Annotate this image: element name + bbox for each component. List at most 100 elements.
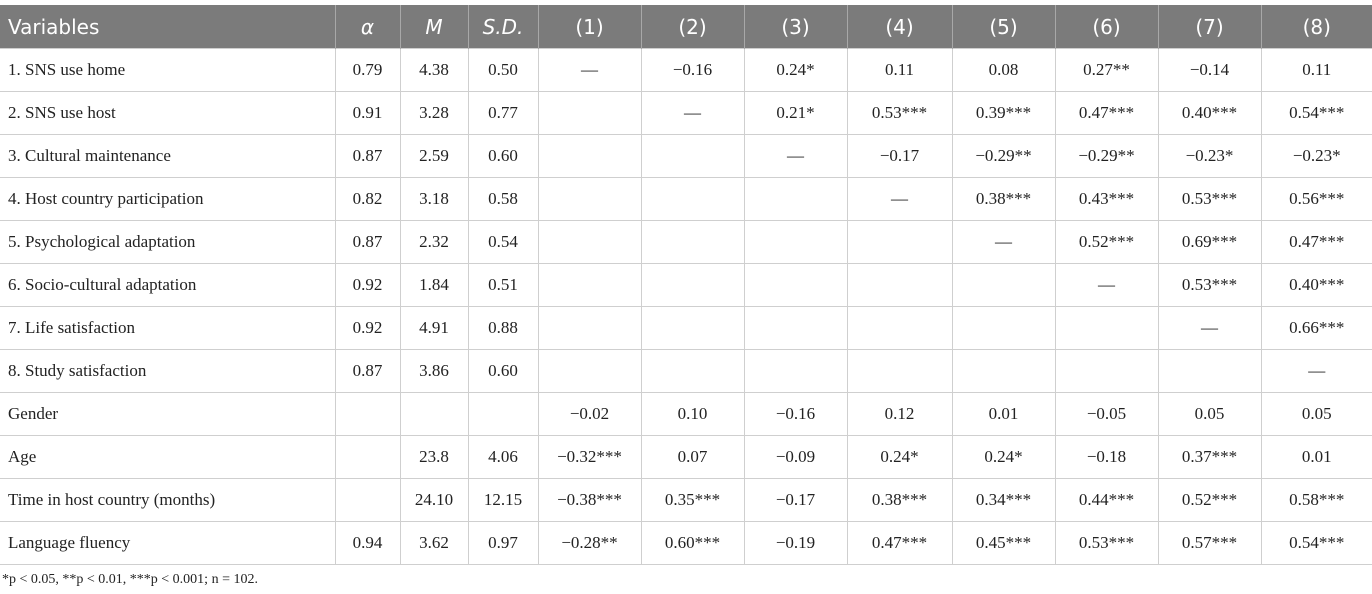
table-row: 5. Psychological adaptation 0.87 2.32 0.54 —…: [0, 220, 1372, 264]
table-row: Time in host country (months) 24.10 12.15−…: [0, 478, 1372, 522]
table-cell: 0.38***: [846, 478, 953, 522]
table-cell: 0.53***: [1157, 263, 1262, 307]
table-cell: 0.58***: [1260, 478, 1372, 522]
table-cell: [1054, 349, 1159, 393]
table-cell: [1054, 306, 1159, 350]
table-cell: [640, 349, 745, 393]
table-cell: 0.92: [334, 306, 401, 350]
table-cell: 0.11: [1260, 48, 1372, 92]
table-cell: [951, 349, 1056, 393]
table-cell: —: [1054, 263, 1159, 307]
table-cell: 0.54***: [1260, 521, 1372, 565]
table-cell: 2.59: [399, 134, 469, 178]
table-cell: 2.32: [399, 220, 469, 264]
table-cell: [334, 392, 401, 436]
table-cell: 0.39***: [951, 91, 1056, 135]
table-cell: −0.17: [846, 134, 953, 178]
table-cell: 0.21*: [743, 91, 848, 135]
header-cell: (2): [641, 5, 745, 49]
table-cell: 0.05: [1260, 392, 1372, 436]
table-cell: 0.94: [334, 521, 401, 565]
table-cell: 0.24*: [743, 48, 848, 92]
row-label: 8. Study satisfaction: [0, 349, 336, 393]
table-row: 4. Host country participation 0.82 3.18 0.5…: [0, 177, 1372, 221]
table-cell: −0.02: [537, 392, 642, 436]
row-label: 5. Psychological adaptation: [0, 220, 336, 264]
table-cell: [640, 134, 745, 178]
table-cell: [399, 392, 469, 436]
header-cell: Variables: [0, 5, 336, 49]
header-cell: (1): [538, 5, 642, 49]
table-cell: 0.54***: [1260, 91, 1372, 135]
table-cell: [640, 177, 745, 221]
table-cell: [743, 177, 848, 221]
table-cell: 0.01: [951, 392, 1056, 436]
header-cell: (7): [1158, 5, 1262, 49]
table-cell: −0.09: [743, 435, 848, 479]
table-cell: 0.35***: [640, 478, 745, 522]
table-cell: —: [846, 177, 953, 221]
table-cell: [640, 263, 745, 307]
row-label: 2. SNS use host: [0, 91, 336, 135]
table-cell: 0.53***: [846, 91, 953, 135]
table-cell: —: [951, 220, 1056, 264]
header-cell: M: [400, 5, 469, 49]
table-cell: 0.87: [334, 220, 401, 264]
table-cell: 0.56***: [1260, 177, 1372, 221]
table-cell: [537, 306, 642, 350]
table-cell: 3.86: [399, 349, 469, 393]
row-label: Age: [0, 435, 336, 479]
table-cell: −0.17: [743, 478, 848, 522]
table-cell: 0.51: [467, 263, 539, 307]
table-cell: 0.82: [334, 177, 401, 221]
table-cell: 0.88: [467, 306, 539, 350]
table-cell: 0.07: [640, 435, 745, 479]
table-cell: 1.84: [399, 263, 469, 307]
table-row: 3. Cultural maintenance 0.87 2.59 0.60 — −0.1…: [0, 134, 1372, 178]
table-cell: 0.66***: [1260, 306, 1372, 350]
table-cell: 0.47***: [846, 521, 953, 565]
table-cell: [846, 349, 953, 393]
table-row: 7. Life satisfaction 0.92 4.91 0.88 —0.66***: [0, 306, 1372, 350]
table-row: Age 23.8 4.06 −0.32*** 0.07 −0.09 0.24* 0.24* −0…: [0, 435, 1372, 479]
table-cell: −0.32***: [537, 435, 642, 479]
table-cell: 0.37***: [1157, 435, 1262, 479]
table-cell: 0.53***: [1054, 521, 1159, 565]
table-cell: [537, 177, 642, 221]
table-cell: −0.29**: [951, 134, 1056, 178]
table-row: 1. SNS use home 0.79 4.38 0.50— −0.16 0.24* 0.…: [0, 48, 1372, 92]
header-cell: (8): [1261, 5, 1372, 49]
table-cell: 0.05: [1157, 392, 1262, 436]
table-cell: 0.10: [640, 392, 745, 436]
table-cell: 0.52***: [1054, 220, 1159, 264]
table-cell: [743, 349, 848, 393]
row-label: 6. Socio-cultural adaptation: [0, 263, 336, 307]
table-cell: −0.28**: [537, 521, 642, 565]
table-cell: 0.47***: [1260, 220, 1372, 264]
row-label: Gender: [0, 392, 336, 436]
table-cell: −0.05: [1054, 392, 1159, 436]
table-cell: −0.29**: [1054, 134, 1159, 178]
header-cell: (5): [952, 5, 1056, 49]
table-cell: 0.92: [334, 263, 401, 307]
correlation-table: Variables α M S.D. (1) (2) (3) (4) (5) (6) (7) (8) …: [0, 5, 1372, 565]
table-cell: 0.01: [1260, 435, 1372, 479]
table-cell: 0.24*: [951, 435, 1056, 479]
table-cell: −0.16: [640, 48, 745, 92]
table-cell: −0.16: [743, 392, 848, 436]
table-cell: 0.60***: [640, 521, 745, 565]
header-row: Variables α M S.D. (1) (2) (3) (4) (5) (6) (7) (8): [0, 5, 1372, 49]
table-cell: 0.27**: [1054, 48, 1159, 92]
table-cell: 0.45***: [951, 521, 1056, 565]
footnote: *p < 0.05, **p < 0.01, ***p < 0.001; n =…: [2, 572, 258, 587]
table-cell: 0.40***: [1157, 91, 1262, 135]
table-cell: [846, 263, 953, 307]
table-cell: [846, 306, 953, 350]
table-cell: [1157, 349, 1262, 393]
table-cell: [951, 263, 1056, 307]
header-cell: S.D.: [468, 5, 539, 49]
table-cell: [537, 91, 642, 135]
table-cell: [743, 220, 848, 264]
table-cell: 0.52***: [1157, 478, 1262, 522]
